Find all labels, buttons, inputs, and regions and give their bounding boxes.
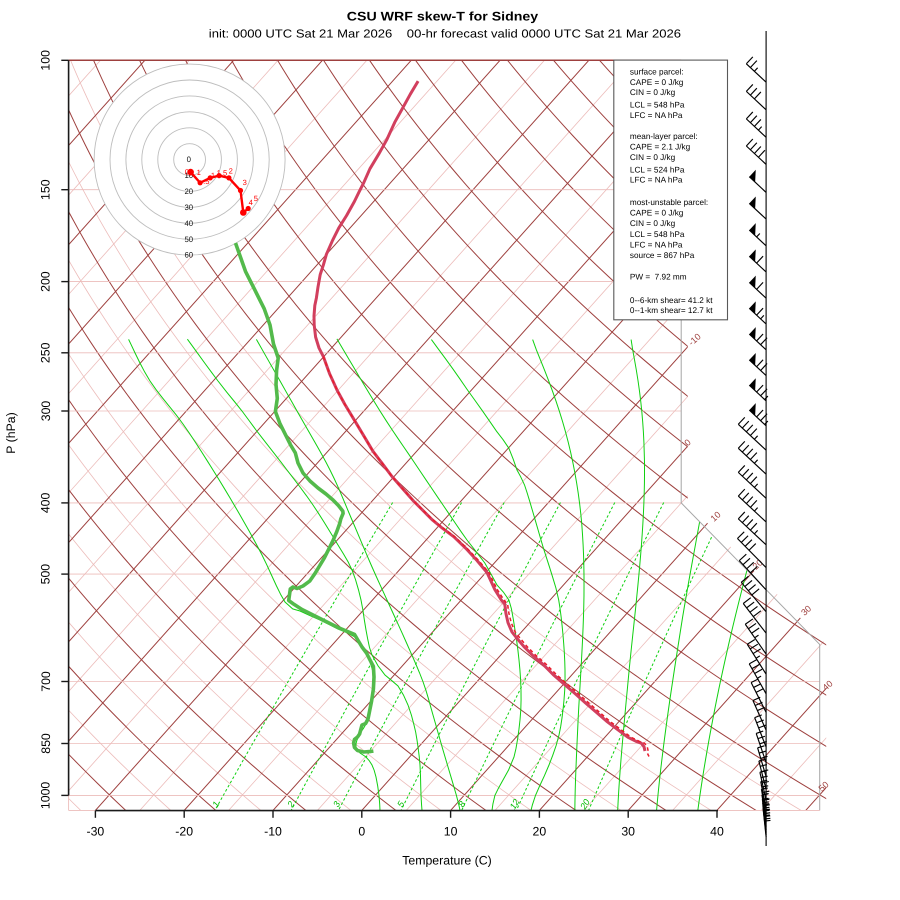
svg-text:40: 40: [821, 678, 835, 692]
svg-text:5: 5: [254, 194, 258, 203]
svg-text:4: 4: [249, 198, 253, 207]
svg-text:CAPE = 2.1 J/kg: CAPE = 2.1 J/kg: [630, 143, 691, 152]
svg-text:init: 0000 UTC Sat 21 Mar 2026: init: 0000 UTC Sat 21 Mar 2026 00-hr for…: [209, 27, 681, 40]
svg-text:200: 200: [39, 271, 53, 292]
svg-text:50: 50: [817, 779, 831, 793]
svg-text:CIN = 0 J/kg: CIN = 0 J/kg: [630, 88, 676, 97]
svg-text:-30: -30: [87, 825, 105, 839]
svg-text:LFC = NA hPa: LFC = NA hPa: [630, 176, 683, 185]
svg-text:850: 850: [39, 733, 53, 754]
svg-text:0: 0: [682, 437, 692, 448]
svg-text:mean-layer parcel:: mean-layer parcel:: [630, 132, 698, 141]
svg-text:8: 8: [456, 800, 467, 809]
svg-text:30: 30: [184, 203, 193, 212]
svg-text:10: 10: [709, 509, 723, 523]
svg-text:10: 10: [184, 171, 193, 180]
svg-text:surface parcel:: surface parcel:: [630, 68, 684, 77]
svg-text:2: 2: [285, 800, 297, 810]
svg-text:0: 0: [187, 155, 192, 164]
svg-text:LFC = NA hPa: LFC = NA hPa: [630, 111, 683, 120]
svg-text:LFC = NA hPa: LFC = NA hPa: [630, 240, 683, 249]
svg-text:LCL = 548 hPa: LCL = 548 hPa: [630, 230, 685, 239]
svg-text:0: 0: [185, 168, 189, 177]
svg-text:20: 20: [751, 557, 765, 571]
svg-text:700: 700: [39, 671, 53, 692]
svg-text:40: 40: [710, 825, 724, 839]
svg-text:3: 3: [331, 800, 342, 809]
svg-text:50: 50: [184, 235, 193, 244]
svg-text:CIN = 0 J/kg: CIN = 0 J/kg: [630, 219, 676, 228]
svg-text:LCL = 548 hPa: LCL = 548 hPa: [630, 101, 685, 110]
svg-text:CAPE = 0 J/kg: CAPE = 0 J/kg: [630, 78, 684, 87]
svg-text:CAPE = 0 J/kg: CAPE = 0 J/kg: [630, 208, 684, 217]
svg-text:CIN = 0 J/kg: CIN = 0 J/kg: [630, 153, 676, 162]
svg-text:0--6-km shear= 41.2 kt: 0--6-km shear= 41.2 kt: [630, 296, 713, 305]
svg-text:3: 3: [243, 178, 247, 187]
svg-text:30: 30: [799, 603, 813, 617]
svg-text:500: 500: [39, 564, 53, 585]
svg-text:1.5: 1.5: [217, 169, 228, 178]
svg-text:100: 100: [39, 50, 53, 71]
svg-text:30: 30: [621, 825, 635, 839]
svg-text:CSU WRF skew-T for Sidney: CSU WRF skew-T for Sidney: [347, 9, 538, 23]
svg-text:most-unstable parcel:: most-unstable parcel:: [630, 198, 708, 207]
svg-text:150: 150: [39, 179, 53, 200]
svg-text:5: 5: [395, 799, 407, 809]
svg-text:0: 0: [358, 825, 365, 839]
svg-text:250: 250: [39, 342, 53, 363]
svg-text:10: 10: [444, 825, 458, 839]
svg-text:1: 1: [197, 168, 201, 177]
svg-text:1000: 1000: [39, 782, 53, 810]
svg-text:40: 40: [184, 219, 193, 228]
svg-text:400: 400: [39, 492, 53, 513]
svg-text:0--1-km shear= 12.7 kt: 0--1-km shear= 12.7 kt: [630, 306, 713, 315]
svg-text:1: 1: [210, 800, 221, 809]
svg-text:20: 20: [184, 187, 193, 196]
svg-text:.5: .5: [203, 177, 209, 186]
svg-text:20: 20: [533, 825, 547, 839]
svg-text:300: 300: [39, 401, 53, 422]
svg-text:1: 1: [211, 171, 215, 180]
svg-text:2: 2: [229, 167, 233, 176]
svg-text:20: 20: [578, 797, 592, 812]
svg-text:LCL = 524 hPa: LCL = 524 hPa: [630, 165, 685, 174]
svg-text:Temperature (C): Temperature (C): [402, 854, 492, 868]
svg-text:-10: -10: [264, 825, 282, 839]
svg-text:60: 60: [184, 251, 193, 260]
svg-text:PW = 7.92 mm: PW = 7.92 mm: [630, 273, 687, 282]
svg-text:12: 12: [508, 797, 522, 811]
svg-text:P (hPa): P (hPa): [4, 412, 18, 453]
svg-text:source = 867 hPa: source = 867 hPa: [630, 251, 695, 260]
svg-text:-20: -20: [175, 825, 193, 839]
